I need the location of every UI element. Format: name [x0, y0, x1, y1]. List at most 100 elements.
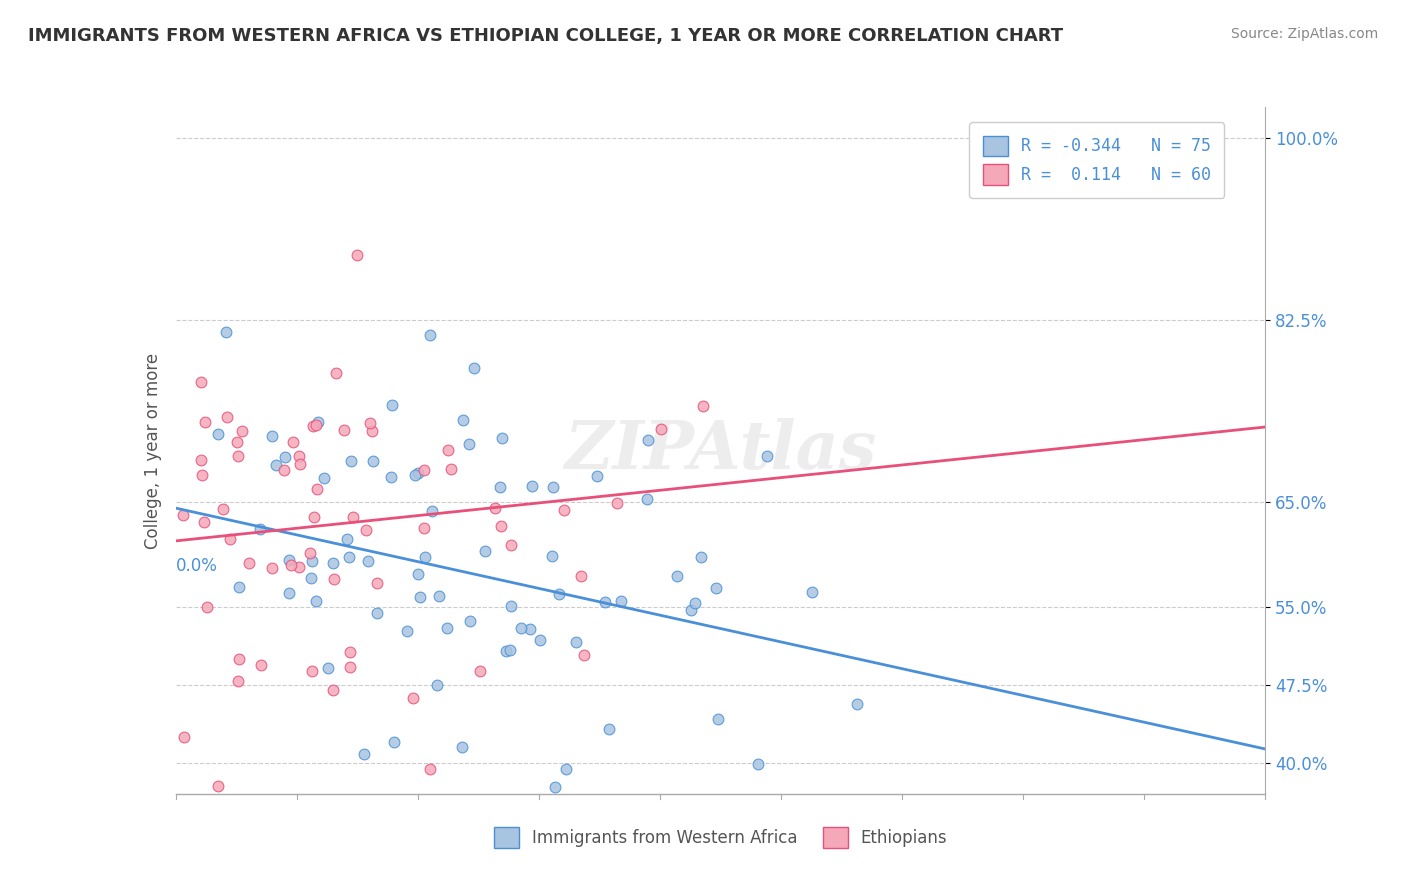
- Point: [361, 424, 384, 438]
- Point: [801, 585, 824, 599]
- Point: [249, 658, 271, 673]
- Text: Source: ZipAtlas.com: Source: ZipAtlas.com: [1230, 27, 1378, 41]
- Point: [228, 652, 250, 666]
- Point: [484, 500, 506, 515]
- Point: [554, 762, 576, 776]
- Point: [755, 449, 778, 463]
- Text: 0.0%: 0.0%: [176, 557, 218, 575]
- Point: [544, 780, 567, 794]
- Point: [491, 519, 513, 533]
- Point: [260, 429, 283, 443]
- Point: [509, 621, 531, 635]
- Point: [553, 503, 575, 517]
- Point: [501, 599, 523, 613]
- Point: [574, 648, 596, 662]
- Point: [301, 665, 323, 679]
- Point: [692, 399, 714, 413]
- Point: [357, 554, 380, 568]
- Point: [337, 549, 360, 564]
- Point: [212, 502, 235, 516]
- Point: [323, 572, 346, 586]
- Point: [440, 461, 463, 475]
- Point: [173, 730, 195, 744]
- Point: [529, 632, 551, 647]
- Point: [305, 482, 328, 496]
- Point: [595, 595, 617, 609]
- Point: [489, 480, 512, 494]
- Point: [547, 587, 569, 601]
- Point: [1033, 810, 1056, 824]
- Point: [228, 581, 250, 595]
- Point: [495, 643, 517, 657]
- Point: [333, 423, 356, 437]
- Point: [190, 375, 212, 389]
- Point: [404, 467, 426, 482]
- Point: [339, 645, 361, 659]
- Point: [650, 422, 672, 436]
- Point: [302, 510, 325, 524]
- Point: [312, 470, 335, 484]
- Point: [274, 450, 297, 464]
- Text: IMMIGRANTS FROM WESTERN AFRICA VS ETHIOPIAN COLLEGE, 1 YEAR OR MORE CORRELATION : IMMIGRANTS FROM WESTERN AFRICA VS ETHIOP…: [28, 27, 1063, 45]
- Point: [322, 682, 344, 697]
- Point: [226, 434, 249, 449]
- Point: [172, 508, 194, 523]
- Point: [249, 522, 271, 536]
- Point: [299, 571, 322, 585]
- Point: [217, 409, 239, 424]
- Point: [215, 326, 238, 340]
- Point: [353, 747, 375, 761]
- Point: [498, 643, 520, 657]
- Point: [598, 722, 620, 736]
- Point: [336, 532, 359, 546]
- Point: [195, 600, 218, 615]
- Point: [419, 762, 441, 776]
- Point: [262, 560, 284, 574]
- Point: [207, 780, 229, 794]
- Point: [366, 575, 388, 590]
- Point: [307, 415, 329, 429]
- Point: [457, 436, 479, 450]
- Point: [283, 434, 305, 449]
- Point: [406, 567, 429, 582]
- Point: [606, 496, 628, 510]
- Point: [288, 560, 311, 574]
- Point: [637, 433, 659, 447]
- Point: [458, 614, 481, 628]
- Point: [219, 533, 242, 547]
- Legend: Immigrants from Western Africa, Ethiopians: Immigrants from Western Africa, Ethiopia…: [486, 821, 955, 855]
- Point: [278, 586, 301, 600]
- Point: [683, 595, 706, 609]
- Point: [193, 515, 215, 529]
- Point: [231, 424, 253, 438]
- Point: [194, 416, 217, 430]
- Point: [342, 510, 364, 524]
- Point: [707, 712, 730, 726]
- Point: [451, 413, 474, 427]
- Point: [207, 427, 229, 442]
- Point: [382, 735, 405, 749]
- Point: [690, 550, 713, 565]
- Point: [226, 449, 249, 463]
- Point: [288, 458, 311, 472]
- Point: [226, 674, 249, 689]
- Point: [541, 549, 564, 563]
- Point: [339, 454, 361, 468]
- Point: [402, 691, 425, 706]
- Point: [318, 661, 340, 675]
- Text: ZIPAtlas: ZIPAtlas: [564, 418, 877, 483]
- Point: [520, 479, 543, 493]
- Point: [413, 463, 436, 477]
- Point: [191, 468, 214, 483]
- Point: [470, 664, 492, 678]
- Point: [610, 593, 633, 607]
- Point: [436, 621, 458, 635]
- Point: [564, 635, 586, 649]
- Point: [322, 556, 344, 570]
- Point: [380, 470, 402, 484]
- Point: [325, 366, 347, 380]
- Point: [266, 458, 288, 473]
- Point: [586, 469, 609, 483]
- Point: [845, 697, 868, 711]
- Point: [280, 558, 302, 573]
